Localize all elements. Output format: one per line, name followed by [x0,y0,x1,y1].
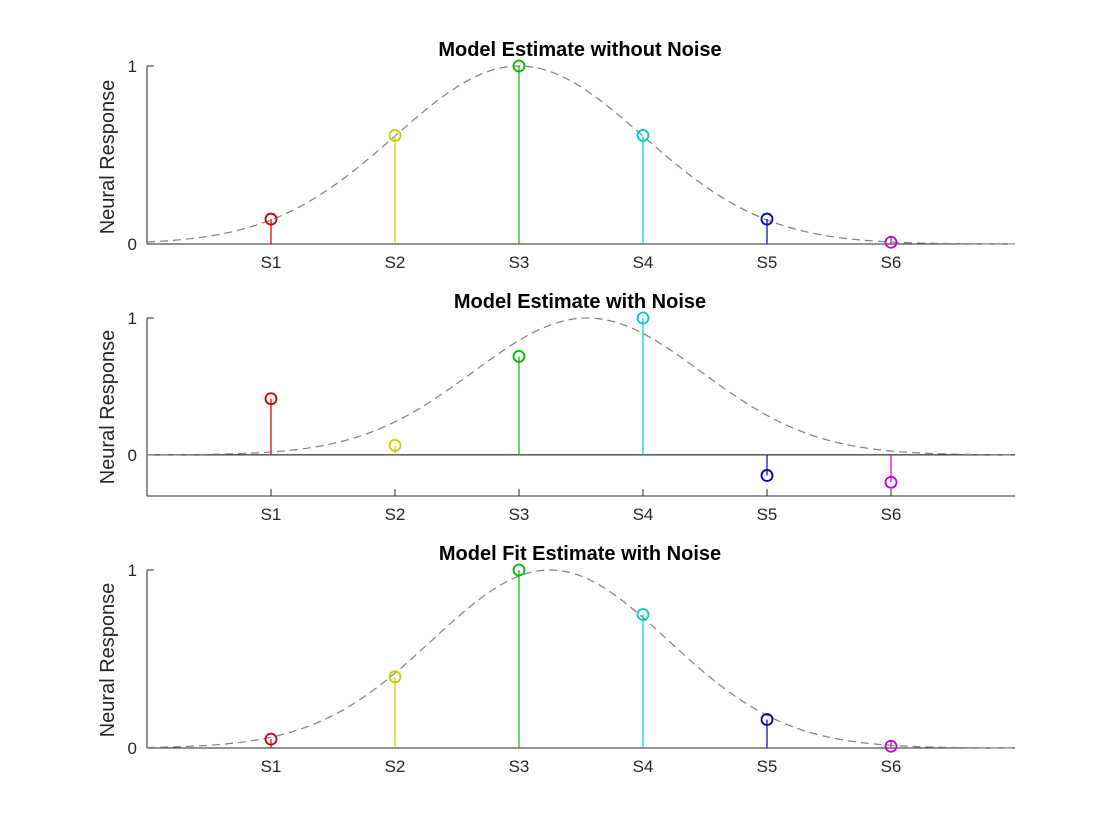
stem-marker [512,563,526,577]
subplot-title: Model Estimate without Noise [438,39,721,61]
stem-marker [264,392,278,406]
x-tick-label: S6 [881,505,902,524]
x-tick-label: S3 [509,253,530,272]
x-tick-label: S5 [757,757,778,776]
x-tick-label: S4 [633,505,654,524]
stem-marker [884,235,898,249]
x-tick-label: S6 [881,757,902,776]
x-tick-label: S2 [385,253,406,272]
x-tick-label: S5 [757,505,778,524]
subplot-with-noise: Model Estimate with Noise Neural Respons… [97,291,1016,524]
subplot-fit-with-noise: Model Fit Estimate with Noise Neural Res… [97,543,1016,776]
x-tick-label: S5 [757,253,778,272]
y-tick-label: 1 [128,309,137,328]
stem-marker [884,739,898,753]
model-curve [146,569,1016,749]
stem-marker [636,608,650,621]
subplot-title: Model Estimate with Noise [454,291,706,313]
y-tick-label: 1 [128,57,137,76]
model-curve [146,65,1016,245]
x-tick-label: S6 [881,253,902,272]
stem-marker [636,129,650,142]
stem-marker [512,349,526,363]
stem-marker [760,469,774,482]
stem-marker [636,311,650,325]
model-curve [146,317,1016,456]
stem-marker [512,59,526,73]
x-tick-label: S1 [261,505,282,524]
x-tick-label: S3 [509,757,530,776]
y-tick-label: 1 [128,561,137,580]
x-tick-label: S2 [385,757,406,776]
stem-marker [760,713,774,726]
stem-marker [388,438,402,452]
stem-marker [884,475,898,489]
subplot-title: Model Fit Estimate with Noise [439,543,721,565]
x-tick-label: S4 [633,757,654,776]
x-tick-label: S4 [633,253,654,272]
stem-marker [760,212,774,226]
x-tick-label: S1 [261,253,282,272]
y-axis-label: Neural Response [97,80,119,235]
x-tick-label: S3 [509,505,530,524]
y-tick-label: 0 [128,235,137,254]
x-tick-label: S2 [385,505,406,524]
stem-marker [264,732,278,746]
y-tick-label: 0 [128,446,137,465]
y-axis-label: Neural Response [97,583,119,738]
stem-marker [264,212,278,226]
y-axis-label: Neural Response [97,330,119,485]
stem-marker [388,670,402,684]
y-tick-label: 0 [128,739,137,758]
stem-marker [388,129,402,142]
x-tick-label: S1 [261,757,282,776]
subplot-without-noise: Model Estimate without Noise Neural Resp… [97,39,1016,272]
